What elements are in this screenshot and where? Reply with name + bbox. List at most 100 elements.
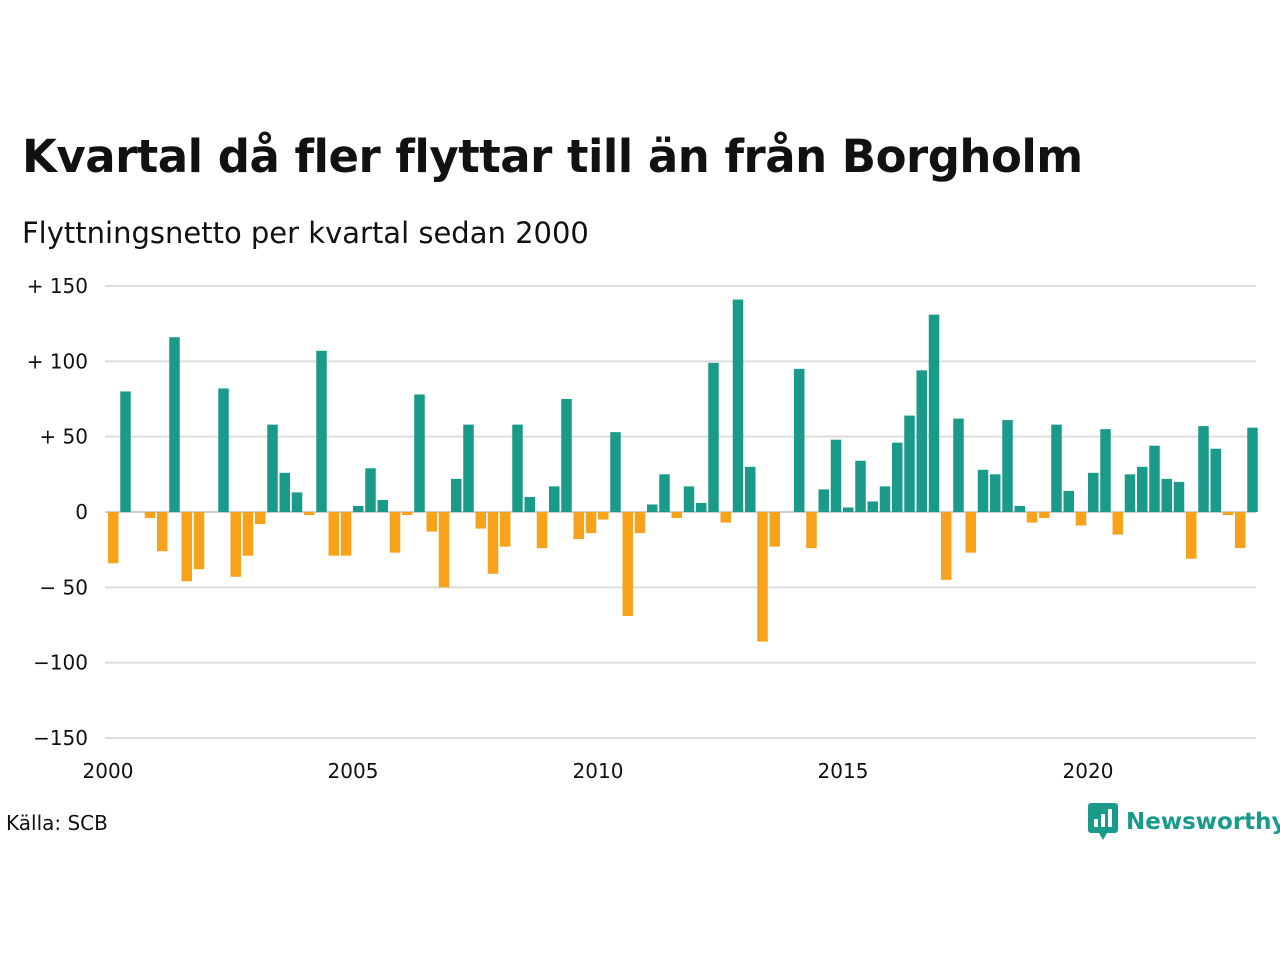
bar [769, 512, 780, 547]
bar [573, 512, 584, 540]
bar [1235, 512, 1246, 549]
x-axis-labels: 2000 2005 2010 2015 2020 [83, 759, 1114, 783]
bar [622, 512, 633, 616]
y-tick-label: + 150 [27, 274, 88, 298]
bar [1210, 448, 1221, 512]
bar [487, 512, 499, 574]
bar [120, 391, 131, 512]
bar [438, 512, 450, 588]
bar [475, 512, 486, 529]
bar [1039, 512, 1050, 519]
bar [941, 512, 952, 580]
bar [732, 299, 744, 512]
bar [389, 512, 401, 553]
bar [1173, 481, 1185, 512]
y-tick-label: − 50 [39, 575, 88, 599]
bar [1075, 512, 1087, 526]
bars [108, 299, 1258, 642]
y-tick-label: + 100 [27, 349, 88, 373]
source-note: Källa: SCB [6, 811, 108, 835]
bar [267, 424, 278, 512]
bar [1222, 512, 1234, 516]
y-tick-label: −150 [33, 726, 88, 750]
bar [157, 512, 168, 552]
bar [892, 442, 903, 512]
bar [659, 474, 670, 512]
bar [794, 368, 805, 512]
bar [1149, 445, 1160, 512]
bar [610, 432, 621, 512]
bar [1063, 490, 1074, 512]
bar [1137, 466, 1148, 512]
bar [598, 512, 609, 520]
bar [291, 492, 303, 512]
bar [536, 512, 548, 549]
bar [255, 512, 266, 525]
bar [242, 512, 254, 556]
bar [818, 489, 829, 512]
bar [904, 415, 915, 512]
bar [402, 512, 413, 516]
bar [451, 478, 462, 512]
bar [549, 486, 560, 512]
bar [953, 418, 964, 512]
bar-chart: + 150 + 100 + 50 0 − 50 −100 −150 2000 2005 2010… [27, 274, 1258, 783]
x-tick-label: 2010 [573, 759, 624, 783]
bar [867, 501, 878, 512]
bar [1100, 429, 1111, 512]
bar [634, 512, 646, 534]
bar [169, 337, 180, 512]
bar [414, 394, 425, 512]
bar [304, 512, 315, 516]
brand-logo[interactable]: Newsworthy [1088, 803, 1280, 841]
bar [1186, 512, 1197, 559]
bar [463, 424, 474, 512]
bar [843, 507, 854, 512]
bar [879, 486, 891, 512]
y-tick-label: −100 [33, 651, 88, 675]
bar [353, 505, 364, 512]
bar [328, 512, 339, 556]
x-tick-label: 2005 [328, 759, 379, 783]
bar [1014, 505, 1025, 512]
bar [1112, 512, 1123, 535]
bar [928, 314, 940, 512]
bar [806, 512, 817, 549]
bar [1161, 478, 1172, 512]
bar [671, 512, 682, 519]
bar [1088, 472, 1099, 512]
bar [181, 512, 192, 582]
newsworthy-logo-icon [1088, 803, 1118, 840]
bar [830, 439, 842, 512]
bar [218, 388, 229, 512]
x-tick-label: 2000 [83, 759, 134, 783]
bar [500, 512, 511, 547]
bar [561, 399, 572, 512]
bar [144, 512, 156, 519]
bar [512, 424, 523, 512]
bar [426, 512, 437, 532]
bar [377, 499, 388, 512]
bar [683, 486, 695, 512]
bar [745, 466, 756, 512]
bar [1124, 474, 1136, 512]
bar [365, 468, 376, 512]
bar [524, 496, 535, 512]
bar [708, 362, 719, 512]
y-tick-label: 0 [75, 500, 88, 524]
bar [990, 474, 1001, 512]
bar [193, 512, 205, 570]
bar [1247, 427, 1258, 512]
bar [279, 472, 290, 512]
bar [855, 460, 866, 512]
bar [977, 469, 989, 512]
bar [720, 512, 731, 523]
y-axis-labels: + 150 + 100 + 50 0 − 50 −100 −150 [27, 274, 88, 750]
bar [916, 370, 927, 512]
x-tick-label: 2015 [818, 759, 869, 783]
bar [757, 512, 768, 642]
chart-subtitle: Flyttningsnetto per kvartal sedan 2000 [22, 216, 589, 250]
bar [647, 504, 658, 512]
y-tick-label: + 50 [39, 425, 88, 449]
bar [696, 502, 707, 512]
